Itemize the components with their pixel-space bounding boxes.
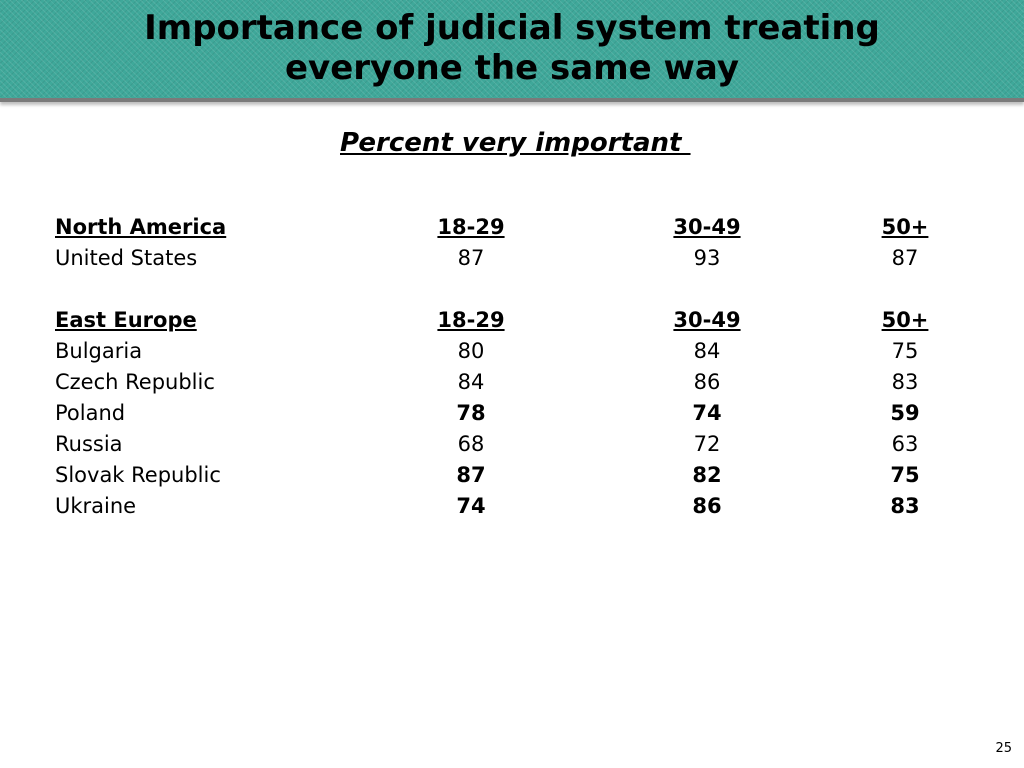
title-band: Importance of judicial system treating e… [0,0,1024,98]
table-row: Czech Republic 84 86 83 [55,367,955,398]
country-label: Slovak Republic [55,463,221,487]
region-label: East Europe [55,308,197,332]
country-label: Ukraine [55,494,137,518]
value-50-plus: 75 [890,463,920,487]
column-header-18-29: 18-29 [437,308,505,332]
country-label: Czech Republic [55,370,215,394]
table-subtitle: Percent very important [340,128,691,158]
table-row: Poland 78 74 59 [55,398,955,429]
column-header-50-plus: 50+ [881,308,929,332]
value-30-49: 72 [693,432,721,456]
value-18-29: 84 [457,370,485,394]
country-label: Bulgaria [55,339,143,363]
value-30-49: 82 [692,463,722,487]
value-50-plus: 83 [891,370,919,394]
column-header-30-49: 30-49 [673,215,741,239]
section-header-row: North America 18-29 30-49 50+ [55,212,955,243]
value-18-29: 68 [457,432,485,456]
table-row: Bulgaria 80 84 75 [55,336,955,367]
value-30-49: 86 [692,494,722,518]
value-50-plus: 63 [891,432,919,456]
value-18-29: 78 [456,401,486,425]
value-18-29: 80 [457,339,485,363]
section-header-row: East Europe 18-29 30-49 50+ [55,305,955,336]
slide-title-line-1: Importance of judicial system treating [144,8,880,48]
table-row: United States 87 93 87 [55,243,955,274]
country-label: Russia [55,432,123,456]
value-50-plus: 83 [890,494,920,518]
column-header-18-29: 18-29 [437,215,505,239]
value-30-49: 84 [693,339,721,363]
table-row: Slovak Republic 87 82 75 [55,460,955,491]
column-header-30-49: 30-49 [673,308,741,332]
section-east-europe: East Europe 18-29 30-49 50+ Bulgaria 80 … [55,305,955,522]
slide-title: Importance of judicial system treating e… [0,8,1024,88]
section-north-america: North America 18-29 30-49 50+ United Sta… [55,212,955,274]
table-row: Russia 68 72 63 [55,429,955,460]
value-50-plus: 59 [890,401,920,425]
region-label: North America [55,215,227,239]
country-label: United States [55,246,198,270]
value-18-29: 87 [457,246,485,270]
slide-title-line-2: everyone the same way [284,48,739,88]
value-30-49: 93 [693,246,721,270]
value-30-49: 74 [692,401,722,425]
value-50-plus: 87 [891,246,919,270]
value-18-29: 74 [456,494,486,518]
country-label: Poland [55,401,126,425]
value-18-29: 87 [456,463,486,487]
page-number: 25 [995,741,1012,756]
table-row: Ukraine 74 86 83 [55,491,955,522]
column-header-50-plus: 50+ [881,215,929,239]
value-30-49: 86 [693,370,721,394]
value-50-plus: 75 [891,339,919,363]
